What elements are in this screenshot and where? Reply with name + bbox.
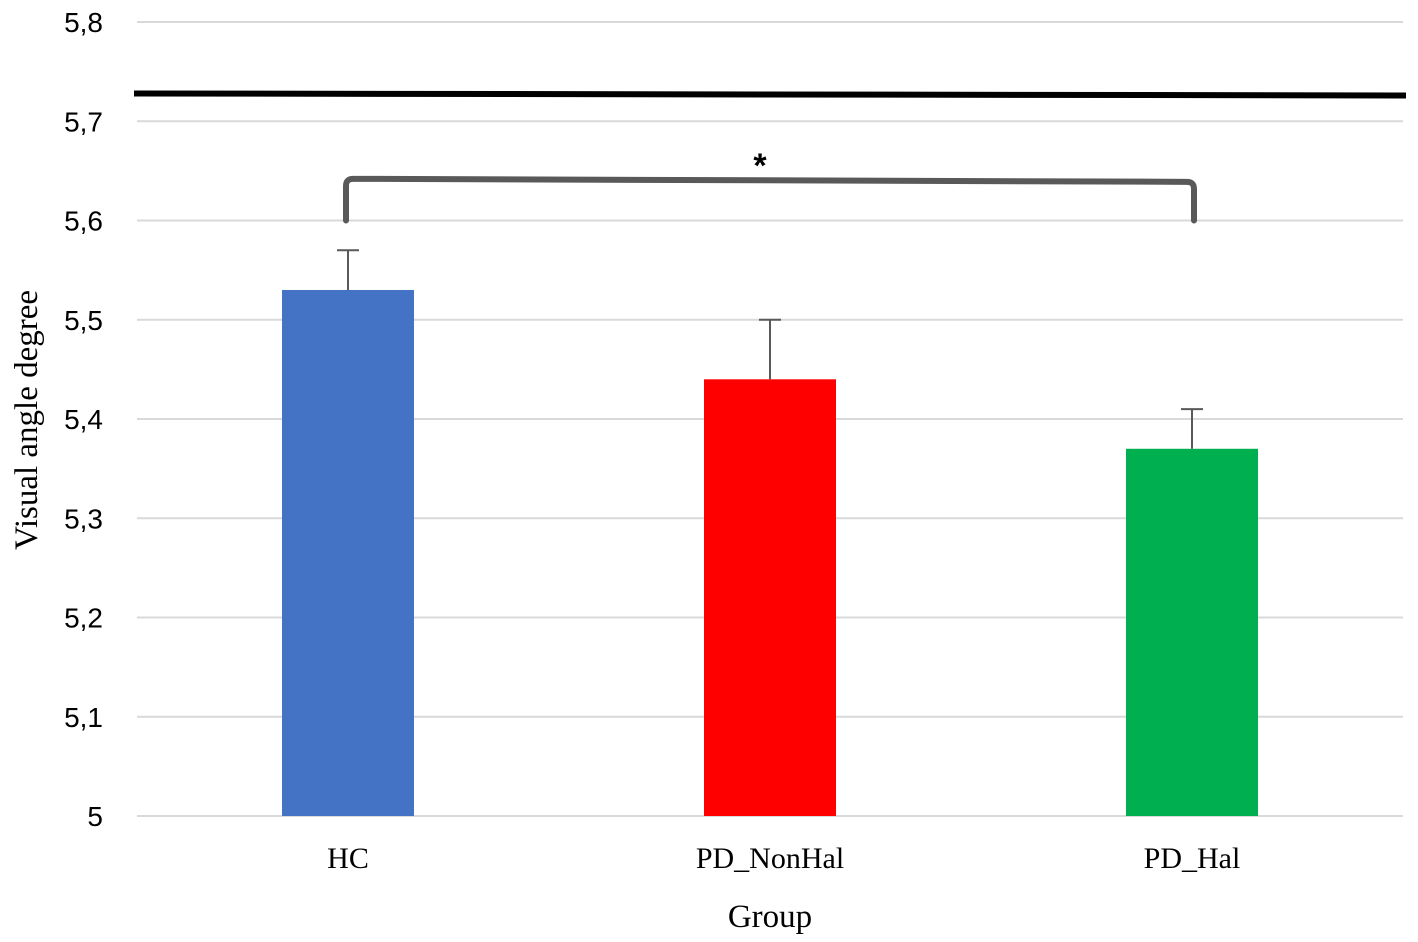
y-tick-label: 5,5 (64, 305, 103, 336)
bar-pd-nonhal (704, 379, 836, 816)
y-tick-label: 5,4 (64, 404, 103, 435)
x-axis-title: Group (728, 899, 812, 935)
significance-label: * (753, 147, 767, 185)
significance-bracket (343, 175, 1197, 224)
error-bars (337, 249, 1203, 449)
x-tick-label: PD_Hal (1144, 842, 1241, 875)
y-tick-label: 5,7 (64, 106, 103, 137)
annotations: * (133, 90, 1407, 224)
x-tick-label: HC (327, 842, 369, 875)
y-tick-label: 5,2 (64, 603, 103, 634)
x-tick-label: PD_NonHal (696, 842, 844, 875)
y-tick-label: 5,3 (64, 503, 103, 534)
y-axis-ticks: 5 5,1 5,2 5,3 5,4 5,5 5,6 5,7 5,8 (64, 7, 103, 832)
bar-hc (282, 289, 414, 817)
y-tick-label: 5 (87, 801, 103, 832)
y-axis-title: Visual angle degree (9, 290, 45, 550)
y-tick-label: 5,8 (64, 7, 103, 38)
reference-line (133, 90, 1407, 99)
bars (282, 289, 1258, 817)
x-axis-ticks: HC PD_NonHal PD_Hal (327, 842, 1240, 875)
bar-pd-hal (1126, 448, 1258, 816)
y-tick-label: 5,1 (64, 702, 103, 733)
y-tick-label: 5,6 (64, 206, 103, 237)
